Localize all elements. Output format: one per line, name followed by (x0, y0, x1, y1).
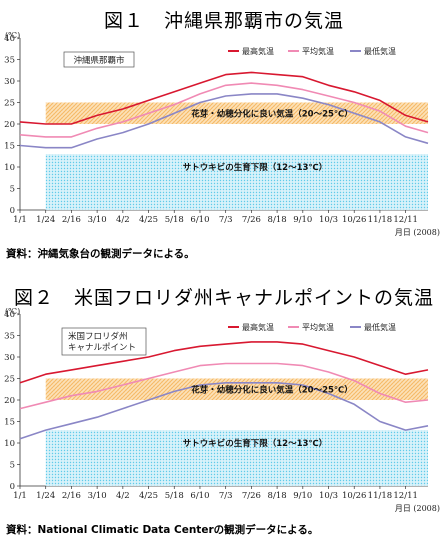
x-tick-label: 10/3 (319, 491, 338, 501)
y-tick-label: 35 (4, 56, 15, 66)
y-tick-label: 25 (4, 99, 15, 109)
y-tick-label: 40 (4, 34, 15, 44)
series-min-temp (19, 382, 429, 440)
location-label: 沖縄県那覇市 (73, 55, 125, 66)
x-tick-label: 10/3 (319, 215, 338, 225)
y-tick-label: 10 (4, 439, 15, 449)
location-box (63, 51, 135, 68)
x-tick-label: 2/16 (62, 215, 81, 225)
legend-label: 最高気温 (242, 322, 274, 332)
x-tick-label: 6/10 (190, 491, 209, 501)
band-sugarcane-growth-limit (45, 154, 428, 210)
x-tick-label: 6/10 (190, 215, 209, 225)
x-tick-label: 11/18 (368, 491, 393, 501)
x-tick-label: 11/18 (368, 215, 393, 225)
y-tick-label: 10 (4, 163, 15, 173)
x-tick-label: 5/18 (165, 491, 184, 501)
figure1-title: 図１ 沖縄県那覇市の気温 (103, 10, 344, 32)
band-cane-label: サトウキビの生育下限（12～13℃） (183, 162, 327, 173)
legend-label: 最高気温 (242, 46, 274, 56)
x-tick-label: 3/10 (88, 215, 107, 225)
x-tick-label: 1/24 (36, 215, 55, 225)
location-box (61, 327, 147, 356)
y-tick-label: 15 (4, 142, 15, 152)
y-tick-label: 15 (4, 418, 15, 428)
x-tick-label: 12/11 (393, 215, 418, 225)
y-tick-label: 5 (10, 185, 15, 195)
x-tick-label: 7/26 (242, 491, 261, 501)
band-flower-label: 花芽・幼穂分化に良い気温（20～25℃） (191, 108, 352, 119)
x-tick-label: 4/2 (116, 491, 130, 501)
x-tick-label: 1/1 (13, 215, 27, 225)
legend-label: 最低気温 (364, 46, 396, 56)
location-label: 米国フロリダ州キャナルポイント (68, 331, 136, 353)
y-unit-label: (℃) (5, 308, 20, 316)
series-avg-temp (19, 82, 429, 138)
legend-label: 平均気温 (302, 46, 334, 56)
y-unit-label: (℃) (5, 32, 20, 40)
band-flower-label: 花芽・幼穂分化に良い気温（20～25℃） (191, 384, 352, 395)
figure1-source: 資料：沖縄気象台の観測データによる。 (6, 248, 195, 260)
x-tick-label: 1/1 (13, 491, 27, 501)
chart-canal-point: 0 5 10 15 20 25 30 35 40(℃) 花芽・幼穂分化に良い気温（20～25℃） サ… (4, 308, 440, 513)
x-tick-label: 5/18 (165, 215, 184, 225)
x-tick-label: 7/3 (219, 215, 233, 225)
y-tick-label: 35 (4, 332, 15, 342)
x-tick-label: 9/10 (293, 215, 312, 225)
x-axis-label: 月日 (2008) (395, 504, 440, 513)
x-tick-label: 10/26 (342, 215, 367, 225)
y-tick-label: 30 (4, 353, 15, 363)
legend-label: 平均気温 (302, 322, 334, 332)
y-tick-label: 0 (10, 206, 15, 216)
location-label-line2: キャナルポイント (68, 343, 136, 353)
legend-label: 最低気温 (364, 322, 396, 332)
series-max-temp (19, 341, 429, 384)
y-tick-label: 0 (10, 482, 15, 492)
y-tick-label: 30 (4, 77, 15, 87)
figure2-source: 資料：National Climatic Data Centerの観測データによ… (6, 524, 319, 536)
x-tick-label: 8/18 (268, 491, 287, 501)
location-label-line1: 米国フロリダ州 (68, 331, 128, 342)
x-tick-label: 8/18 (268, 215, 287, 225)
x-tick-label: 1/24 (36, 491, 55, 501)
x-tick-label: 4/2 (116, 215, 130, 225)
band-flower-induction (45, 102, 428, 124)
x-tick-label: 3/10 (88, 491, 107, 501)
x-tick-label: 4/25 (139, 215, 158, 225)
series-avg-temp (19, 362, 429, 410)
x-axis-label: 月日 (2008) (395, 228, 440, 237)
chart-naha: 0 5 10 15 20 25 30 35 40(℃) 花芽・幼穂分化に良い気温（20～25℃） サ… (4, 32, 440, 237)
x-tick-label: 10/26 (342, 491, 367, 501)
series-min-temp (19, 93, 429, 149)
band-sugarcane-growth-limit (45, 430, 428, 486)
x-tick-label: 12/11 (393, 491, 418, 501)
y-tick-label: 20 (4, 120, 15, 130)
x-tick-label: 9/10 (293, 491, 312, 501)
figure2-title: 図２ 米国フロリダ州キャナルポイントの気温 (13, 287, 434, 309)
y-tick-label: 25 (4, 375, 15, 385)
x-tick-label: 7/26 (242, 215, 261, 225)
band-cane-label: サトウキビの生育下限（12～13℃） (183, 438, 327, 449)
series-max-temp (19, 71, 429, 125)
y-tick-label: 40 (4, 310, 15, 320)
y-tick-label: 5 (10, 461, 15, 471)
y-tick-label: 20 (4, 396, 15, 406)
x-tick-label: 7/3 (219, 491, 233, 501)
x-tick-label: 2/16 (62, 491, 81, 501)
x-tick-label: 4/25 (139, 491, 158, 501)
